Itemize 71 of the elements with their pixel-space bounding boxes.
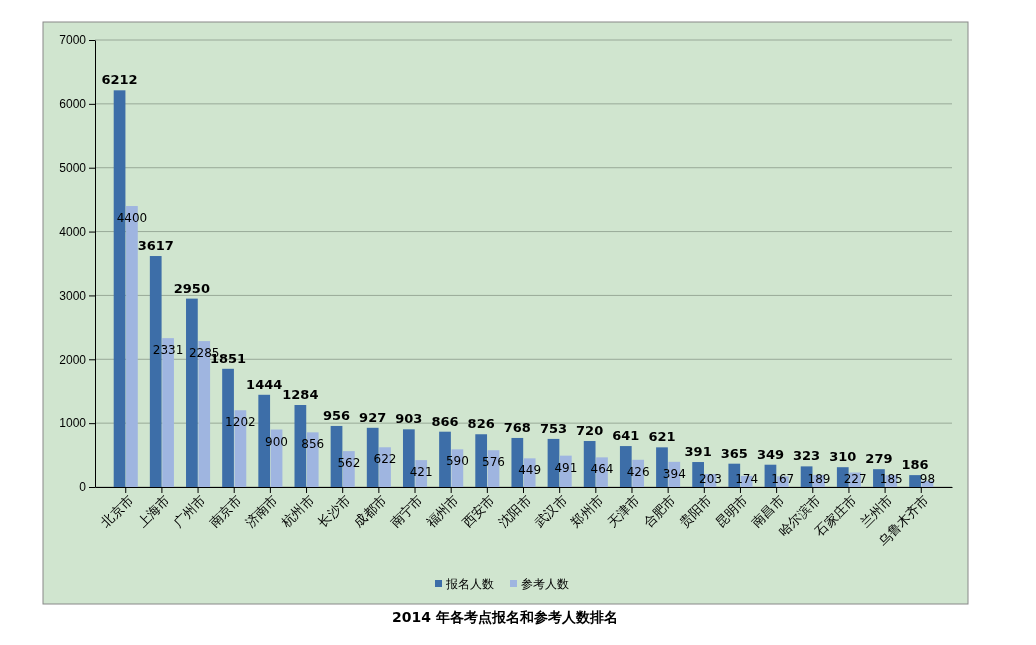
- data-label: 174: [735, 472, 759, 486]
- x-tick-label: 贵阳市: [676, 492, 715, 531]
- x-tick-label: 合肥市: [640, 492, 679, 531]
- x-tick-label: 南宁市: [387, 492, 426, 531]
- x-tick-label: 南京市: [206, 492, 245, 531]
- data-label: 903: [395, 411, 423, 427]
- x-tick-label: 昆明市: [712, 492, 751, 531]
- x-tick-label: 北京市: [97, 492, 137, 531]
- data-label: 641: [612, 428, 640, 444]
- x-tick-label: 福州市: [423, 492, 462, 531]
- x-tick-label: 成都市: [351, 492, 390, 531]
- y-tick-label: 1000: [59, 416, 87, 431]
- data-label: 464: [590, 462, 614, 477]
- legend-label: 参考人数: [521, 577, 569, 591]
- bar: [909, 475, 921, 487]
- y-tick-label: 4000: [59, 224, 87, 239]
- data-label: 2950: [173, 280, 210, 296]
- data-label: 203: [699, 472, 722, 486]
- data-label: 2331: [152, 343, 184, 358]
- data-label: 421: [409, 465, 433, 480]
- data-label: 576: [482, 455, 505, 470]
- data-label: 956: [322, 407, 351, 423]
- text: 2014 年各考点报名和参考人数排名: [392, 609, 618, 625]
- data-label: 866: [431, 413, 459, 429]
- x-tick-label: 广州市: [170, 492, 209, 531]
- data-label: 753: [539, 420, 568, 436]
- data-label: 185: [879, 472, 903, 486]
- y-tick-label: 6000: [59, 97, 87, 112]
- data-label: 186: [901, 457, 929, 473]
- x-tick-label: 武汉市: [531, 492, 570, 531]
- data-label: 856: [301, 437, 325, 452]
- x-tick-label: 天津市: [604, 492, 643, 531]
- data-label: 323: [793, 448, 821, 464]
- data-label: 3617: [137, 238, 174, 254]
- data-label: 826: [467, 416, 495, 432]
- data-label: 310: [829, 449, 857, 465]
- data-label: 426: [626, 464, 650, 479]
- data-label: 622: [373, 452, 397, 467]
- x-tick-label: 郑州市: [567, 492, 607, 531]
- data-label: 349: [756, 446, 785, 462]
- x-tick-label: 沈阳市: [495, 492, 534, 531]
- y-tick-label: 7000: [59, 33, 87, 48]
- y-tick-label: 0: [79, 480, 87, 495]
- data-label: 927: [359, 409, 387, 425]
- data-label: 562: [337, 456, 361, 471]
- data-label: 189: [807, 472, 831, 486]
- data-label: 768: [503, 419, 531, 435]
- y-tick-label: 2000: [59, 352, 87, 367]
- data-label: 1284: [282, 387, 319, 403]
- data-label: 167: [771, 472, 795, 486]
- data-label: 900: [265, 434, 288, 449]
- legend-label: 报名人数: [445, 577, 494, 591]
- data-label: 1444: [246, 376, 283, 392]
- data-label: 491: [554, 460, 578, 475]
- data-label: 590: [445, 454, 469, 469]
- data-label: 449: [518, 463, 542, 478]
- x-tick-label: 长沙市: [314, 492, 354, 531]
- data-label: 394: [662, 466, 686, 481]
- x-tick-label: 上海市: [134, 492, 173, 531]
- data-label: 227: [843, 472, 867, 486]
- data-label: 365: [720, 445, 748, 461]
- data-label: 6212: [101, 72, 138, 88]
- data-label: 720: [576, 423, 604, 439]
- data-label: 621: [648, 429, 676, 445]
- y-tick-label: 5000: [59, 161, 87, 176]
- data-label: 391: [684, 444, 712, 460]
- data-label: 1202: [225, 415, 256, 430]
- data-label: 279: [865, 451, 893, 467]
- data-label: 4400: [116, 211, 148, 226]
- x-tick-label: 西安市: [459, 492, 498, 531]
- y-tick-label: 3000: [59, 288, 87, 303]
